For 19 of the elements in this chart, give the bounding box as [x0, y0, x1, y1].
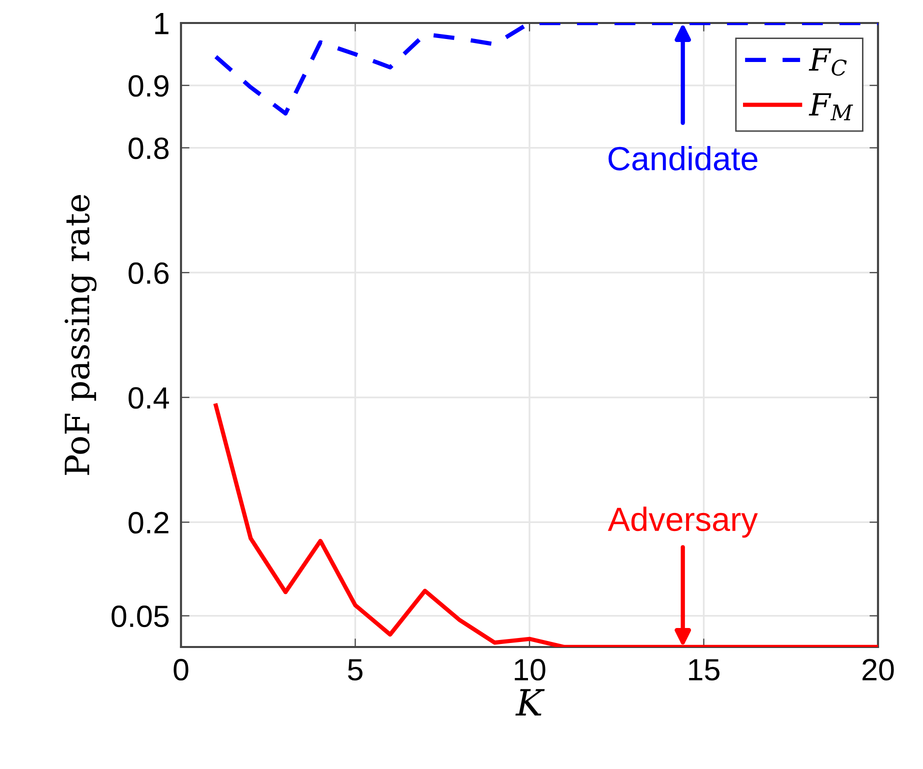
annotation: Adversary: [608, 506, 758, 538]
x-tick-label: 20: [862, 658, 894, 681]
annotation: Candidate: [608, 146, 758, 170]
y-tick-label: 1: [155, 13, 168, 34]
y-tick-label: 0.4: [128, 387, 169, 409]
x-tick-label: 5: [348, 659, 362, 681]
y-tick-label: 0.6: [128, 262, 169, 284]
x-tick-label: 15: [689, 659, 720, 681]
y-tick-label: 0.9: [128, 75, 168, 97]
y-tick-label: 0.05: [112, 606, 169, 628]
y-tick-label: 0.8: [128, 138, 169, 160]
y-axis-title: PoF passing rate: [64, 195, 97, 475]
legend-label: F$_{M}$: [808, 93, 854, 120]
line-series: [214, 403, 878, 647]
y-tick-label: 0.2: [128, 512, 168, 534]
x-tick-label: 10: [514, 658, 546, 681]
legend-label: F$_{C}$: [808, 48, 847, 76]
x-tick-label: 0: [174, 658, 188, 681]
x-axis-title: K: [515, 689, 545, 716]
